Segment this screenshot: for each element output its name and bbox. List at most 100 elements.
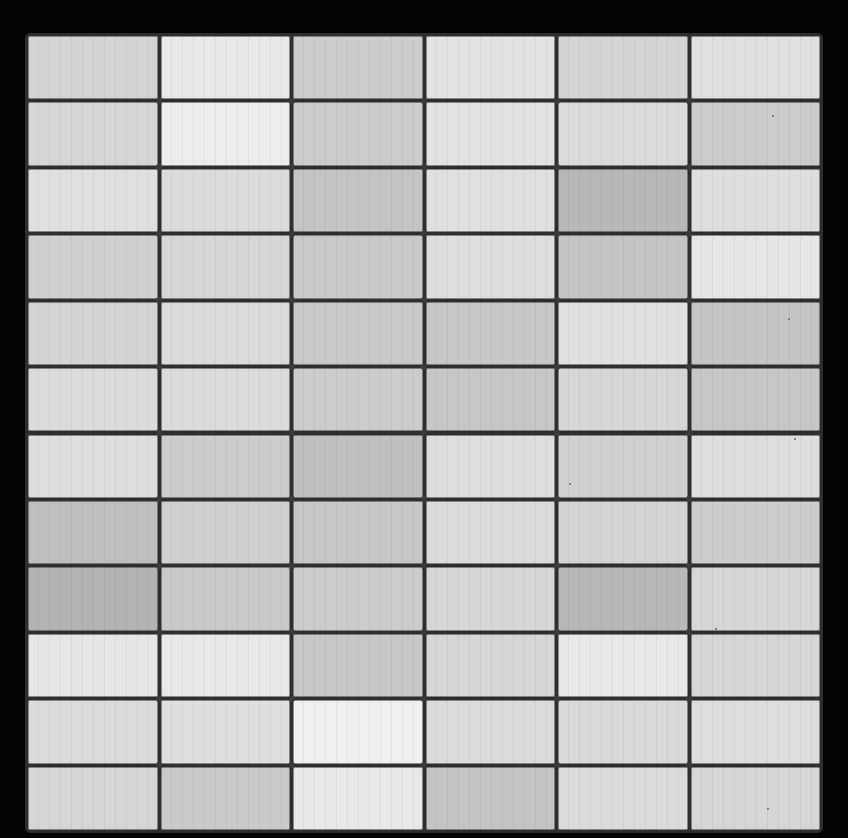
interconnect-node [156,562,162,569]
panel-cell [28,168,158,233]
panel-cell [425,567,555,631]
panel-cell [293,567,423,631]
interconnect-node [686,762,692,769]
panel-cell [293,36,423,100]
interconnect-node [156,164,162,171]
interconnect-node [553,363,560,370]
panel-cell [558,434,688,498]
panel-cell [160,700,290,764]
interconnect-node [288,496,295,503]
panel-cell [160,168,290,233]
interconnect-node [156,629,162,636]
panel-cell [160,434,290,498]
interconnect-node [421,762,427,769]
interconnect-node [553,97,560,104]
interconnect-node [421,496,427,503]
panel-cell [293,301,423,366]
panel-cell [160,301,290,366]
panel-cell [160,102,290,166]
panel-cell [28,766,158,830]
interconnect-node [686,230,692,237]
panel-cell [160,633,290,698]
panel-cell [425,766,555,830]
panel-cell [160,500,290,565]
interconnect-node [686,164,692,171]
panel-cell [425,633,555,698]
interconnect-node [421,562,427,569]
panel-cell [28,700,158,764]
panel-cell [28,500,158,565]
panel-cell [28,36,158,100]
defect-speck [788,318,790,320]
interconnect-node [156,762,162,769]
interconnect-node [156,695,162,702]
panel-cell [160,36,290,100]
defect-speck [715,628,717,630]
interconnect-node [421,164,427,171]
interconnect-node [156,297,162,304]
panel-cell [558,567,688,631]
panel-cell [293,235,423,299]
interconnect-node [686,562,692,569]
defect-speck [772,115,774,117]
panel-cell [160,368,290,432]
panel-cell [293,102,423,166]
panel-cell [558,168,688,233]
panel-cell [28,368,158,432]
panel-cell [558,36,688,100]
interconnect-node [553,496,560,503]
panel-cell [293,434,423,498]
panel-cell [425,36,555,100]
interconnect-node [288,297,295,304]
solar-panel-el-image [25,33,823,833]
interconnect-node [288,695,295,702]
panel-cell [160,567,290,631]
interconnect-node [421,695,427,702]
interconnect-node [421,97,427,104]
panel-cell [558,700,688,764]
interconnect-node [288,230,295,237]
panel-cell [690,102,820,166]
interconnect-node [553,629,560,636]
interconnect-node [686,363,692,370]
interconnect-node [288,762,295,769]
interconnect-node [553,562,560,569]
interconnect-node [288,562,295,569]
interconnect-node [156,97,162,104]
interconnect-node [288,629,295,636]
panel-cell [690,700,820,764]
interconnect-node [686,629,692,636]
panel-cell [690,168,820,233]
interconnect-node [686,496,692,503]
interconnect-node [156,496,162,503]
interconnect-node [421,629,427,636]
panel-cell [558,102,688,166]
interconnect-node [288,164,295,171]
panel-cell [425,301,555,366]
panel-cell [293,368,423,432]
panel-cell [425,102,555,166]
defect-speck [767,808,769,810]
interconnect-node [553,297,560,304]
interconnect-node [288,430,295,436]
interconnect-node [686,695,692,702]
panel-cell [160,235,290,299]
interconnect-node [421,363,427,370]
panel-cell [28,301,158,366]
panel-cell [690,434,820,498]
interconnect-node [156,230,162,237]
interconnect-node [686,430,692,436]
panel-cell [558,235,688,299]
panel-cell [28,434,158,498]
panel-cell [690,36,820,100]
interconnect-node [553,164,560,171]
interconnect-node [288,97,295,104]
interconnect-node [686,97,692,104]
panel-cell [28,235,158,299]
panel-cell [293,700,423,764]
panel-cell [425,500,555,565]
interconnect-node [686,297,692,304]
panel-cell [690,301,820,366]
interconnect-node [156,363,162,370]
